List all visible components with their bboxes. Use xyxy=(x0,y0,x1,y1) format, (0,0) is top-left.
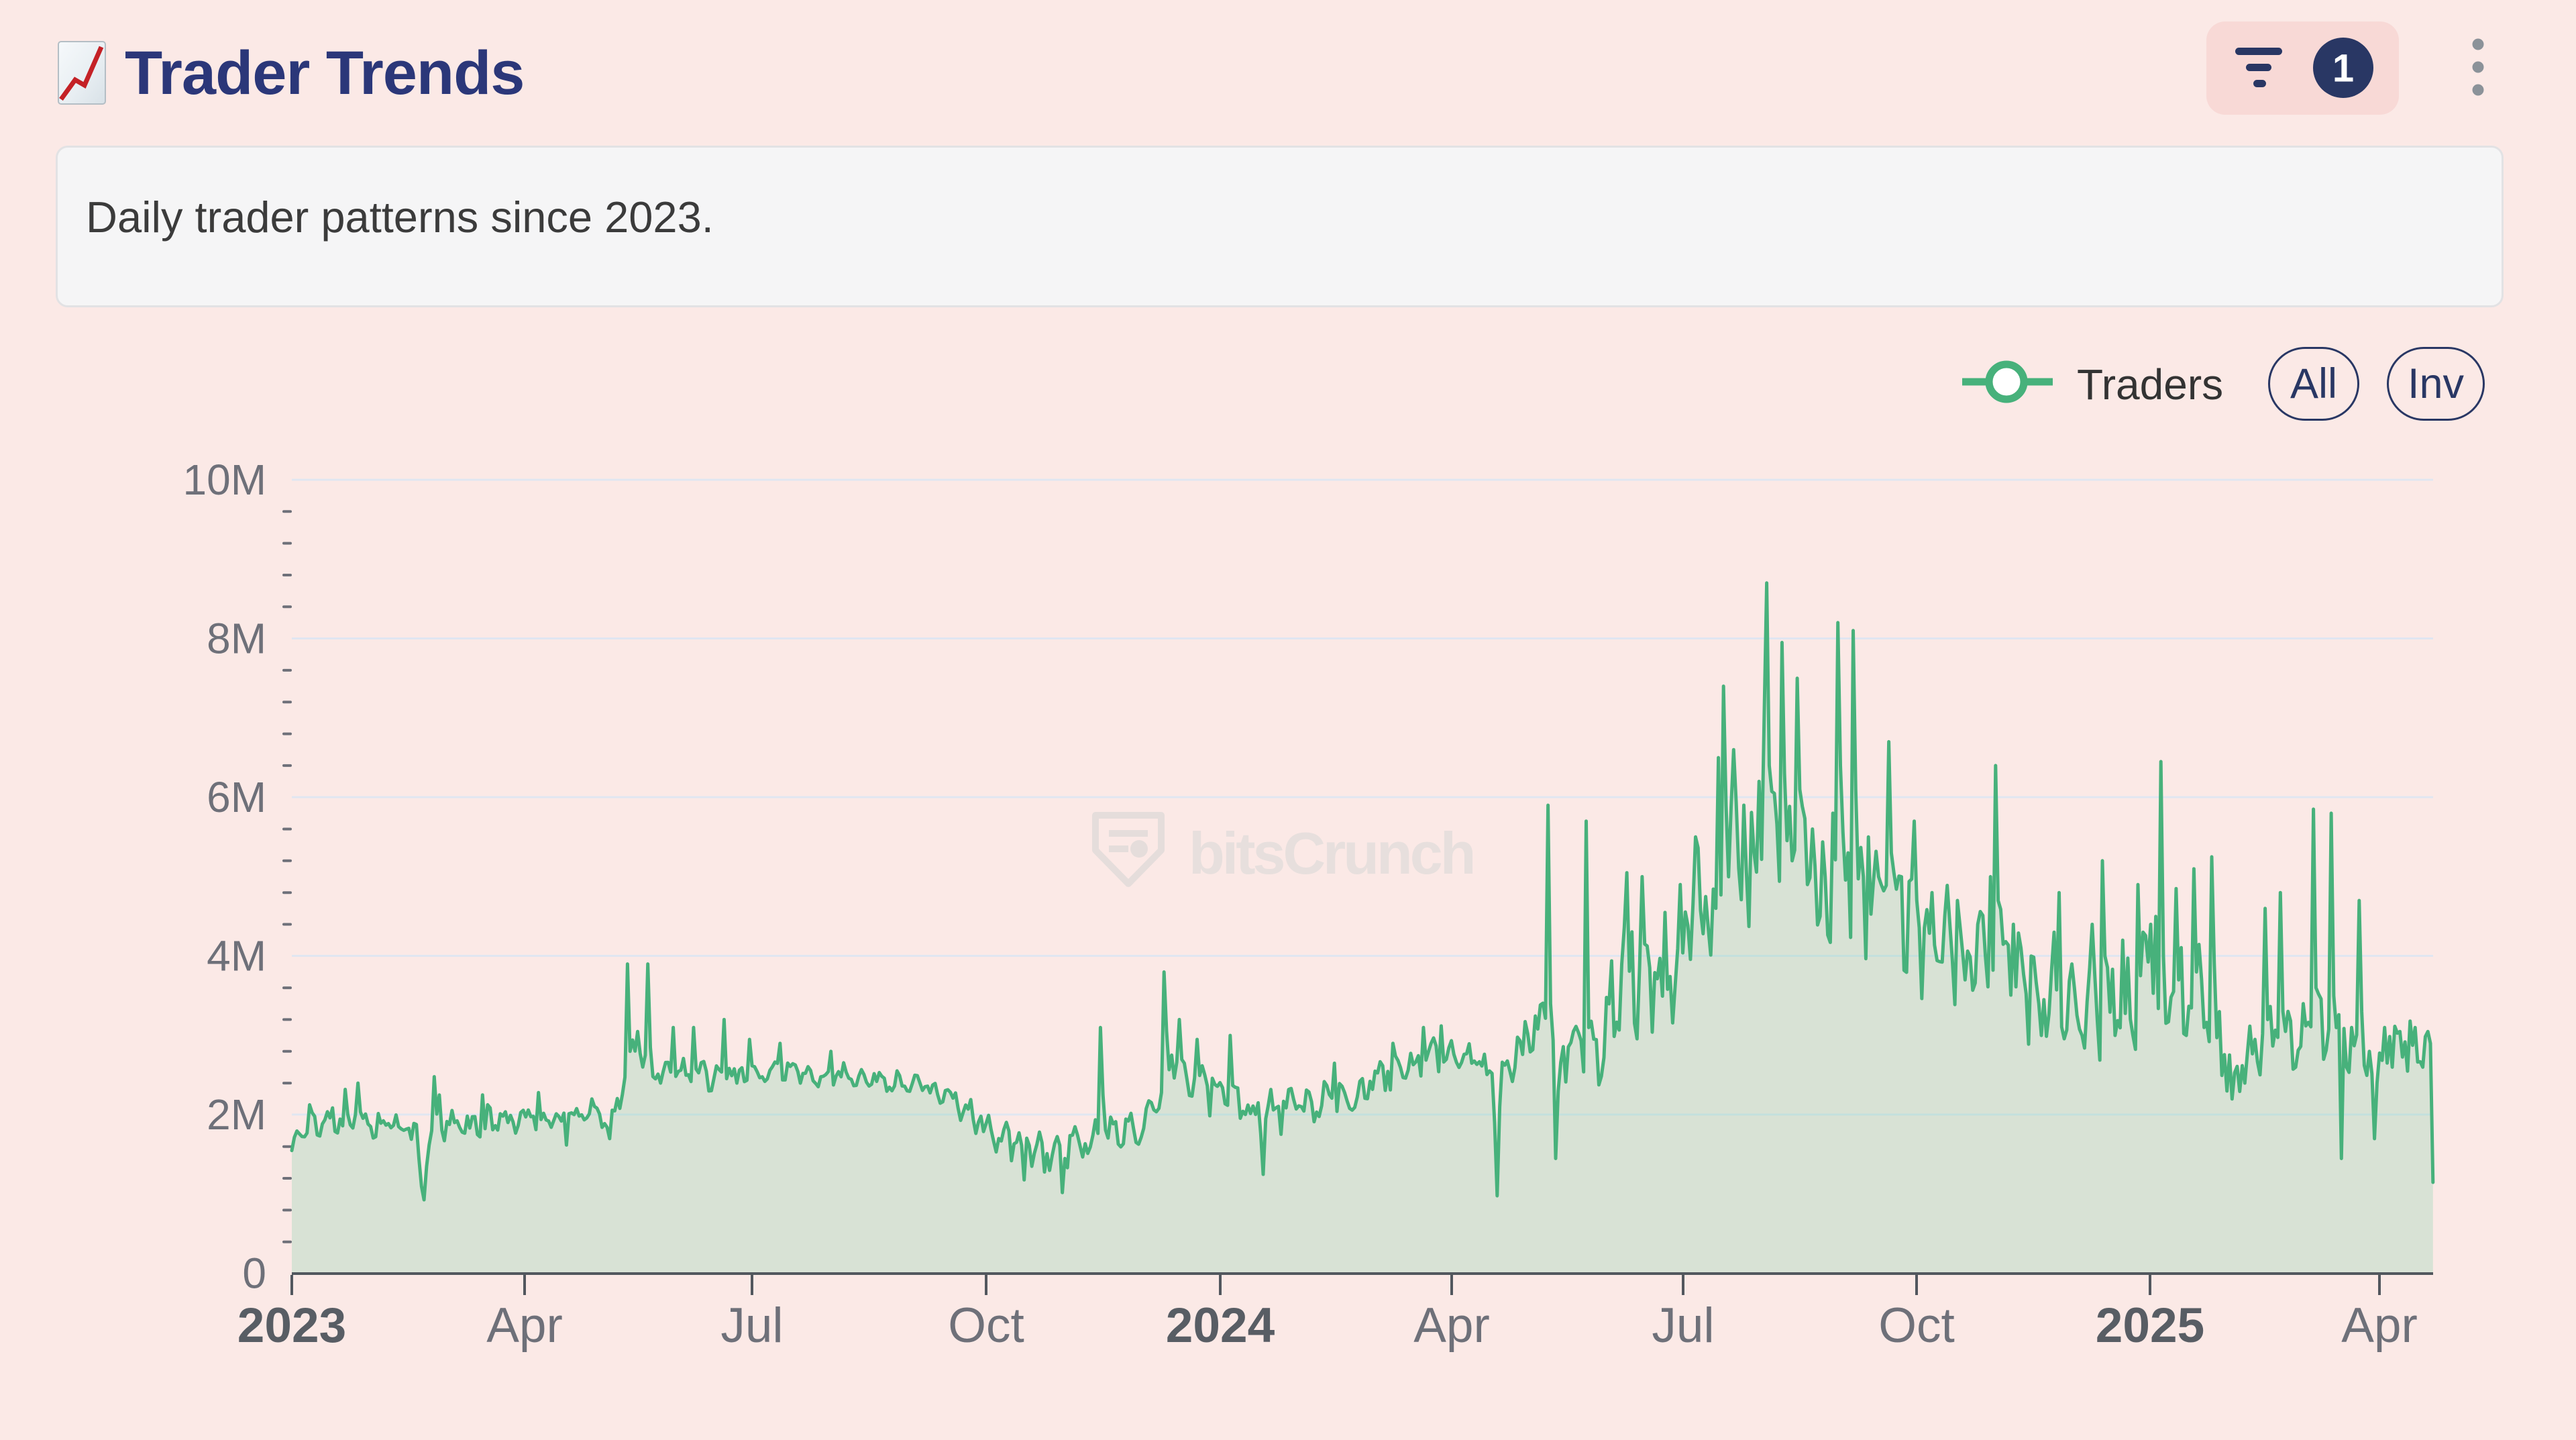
svg-text:Apr: Apr xyxy=(2341,1298,2418,1353)
svg-text:6M: 6M xyxy=(207,773,266,821)
svg-text:Jul: Jul xyxy=(720,1298,783,1353)
svg-text:0: 0 xyxy=(242,1249,266,1298)
svg-text:Apr: Apr xyxy=(486,1298,563,1353)
svg-text:10M: 10M xyxy=(183,456,267,504)
svg-text:Oct: Oct xyxy=(1878,1298,1955,1353)
svg-text:8M: 8M xyxy=(207,615,266,663)
svg-text:Apr: Apr xyxy=(1413,1298,1490,1353)
svg-text:1: 1 xyxy=(2332,47,2354,91)
svg-text:4M: 4M xyxy=(207,932,266,980)
svg-text:bitsCrunch: bitsCrunch xyxy=(1189,820,1473,886)
svg-text:Oct: Oct xyxy=(948,1298,1024,1353)
svg-text:2023: 2023 xyxy=(237,1298,346,1353)
svg-text:Jul: Jul xyxy=(1652,1298,1714,1353)
svg-text:2M: 2M xyxy=(207,1090,266,1139)
svg-text:2025: 2025 xyxy=(2096,1298,2204,1353)
svg-text:2024: 2024 xyxy=(1166,1298,1275,1353)
